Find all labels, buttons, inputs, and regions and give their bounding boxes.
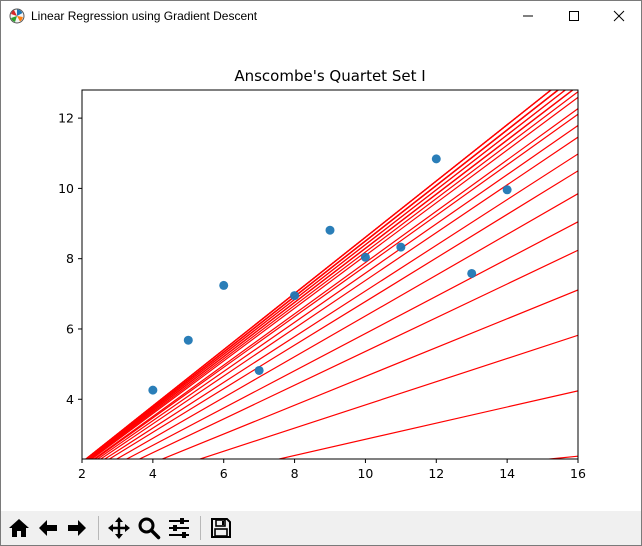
arrow-left-icon <box>39 520 57 536</box>
pan-button[interactable] <box>105 514 133 542</box>
x-tick-label: 2 <box>78 466 86 481</box>
y-tick-label: 4 <box>66 392 74 407</box>
data-point <box>254 365 264 375</box>
x-tick-label: 8 <box>291 466 299 481</box>
y-tick-label: 12 <box>58 111 74 126</box>
subplots-button[interactable] <box>165 514 193 542</box>
regression-line <box>198 334 578 459</box>
maximize-icon <box>569 11 579 21</box>
home-button[interactable] <box>5 514 33 542</box>
y-tick-label: 10 <box>58 181 74 196</box>
regression-line <box>93 108 578 459</box>
maximize-button[interactable] <box>551 1 597 31</box>
data-point <box>396 242 406 252</box>
data-point <box>290 291 300 301</box>
navigation-toolbar <box>1 511 641 545</box>
data-point <box>502 185 512 195</box>
data-point <box>148 385 158 395</box>
floppy-disk-icon <box>211 518 231 538</box>
regression-line <box>96 125 578 459</box>
regression-line <box>115 193 578 459</box>
forward-button[interactable] <box>63 514 91 542</box>
minimize-icon <box>523 15 533 17</box>
close-button[interactable] <box>596 1 642 31</box>
zoom-button[interactable] <box>135 514 163 542</box>
regression-line <box>99 136 578 459</box>
regression-line <box>85 90 559 459</box>
y-tick-label: 8 <box>66 251 74 266</box>
x-tick-label: 12 <box>428 466 444 481</box>
toolbar-separator <box>98 516 99 540</box>
data-point <box>219 280 229 290</box>
regression-line <box>125 221 578 459</box>
sliders-icon <box>169 518 189 538</box>
move-icon <box>108 517 130 539</box>
window-title: Linear Regression using Gradient Descent <box>31 9 258 23</box>
x-tick-label: 6 <box>220 466 228 481</box>
regression-line <box>103 153 578 459</box>
data-point <box>325 225 335 235</box>
regression-line <box>276 390 578 459</box>
data-point <box>360 252 370 262</box>
regression-line <box>94 113 578 459</box>
regression-line <box>89 91 578 459</box>
title-bar[interactable]: Linear Regression using Gradient Descent <box>1 1 641 31</box>
magnifier-icon <box>138 517 161 540</box>
minimize-button[interactable] <box>505 1 551 31</box>
matplotlib-logo-icon <box>9 8 25 24</box>
back-button[interactable] <box>34 514 62 542</box>
save-button[interactable] <box>207 514 235 542</box>
close-icon <box>613 10 625 22</box>
x-tick-label: 4 <box>149 466 157 481</box>
x-tick-label: 10 <box>357 466 373 481</box>
y-tick-label: 6 <box>66 321 74 336</box>
x-tick-label: 16 <box>570 466 586 481</box>
figure-canvas[interactable]: Anscombe's Quartet Set I 2 4 6 8 10 12 14 16 4 6… <box>1 31 641 511</box>
regression-line <box>138 249 578 459</box>
regression-line <box>108 170 578 459</box>
toolbar-separator <box>200 516 201 540</box>
regression-line <box>85 90 552 459</box>
data-point <box>183 335 193 345</box>
chart-title: Anscombe's Quartet Set I <box>234 67 425 85</box>
home-icon <box>9 519 29 537</box>
data-point <box>467 268 477 278</box>
x-tick-label: 14 <box>499 466 515 481</box>
data-point <box>431 154 441 164</box>
arrow-right-icon <box>68 520 86 536</box>
regression-line <box>88 90 574 459</box>
regression-line <box>160 289 578 459</box>
scatter-chart: Anscombe's Quartet Set I 2 4 6 8 10 12 14 16 4 6… <box>58 67 586 481</box>
regression-line <box>87 90 567 459</box>
regression-line <box>90 96 578 459</box>
plot-area-frame <box>81 89 579 460</box>
